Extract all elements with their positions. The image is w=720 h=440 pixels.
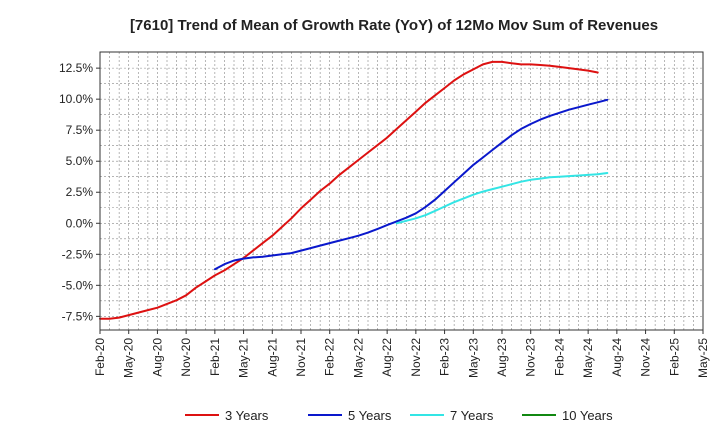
x-tick-label: May-23 bbox=[466, 338, 480, 378]
x-tick-label: May-22 bbox=[351, 338, 365, 378]
y-tick-label: 5.0% bbox=[66, 154, 94, 168]
grid bbox=[99, 52, 704, 330]
series-line-7-years bbox=[395, 172, 609, 225]
x-tick-label: Aug-23 bbox=[495, 338, 509, 377]
y-tick-label: -7.5% bbox=[62, 309, 94, 323]
legend-label-10-years: 10 Years bbox=[562, 408, 613, 423]
x-tick-label: Feb-22 bbox=[323, 338, 337, 376]
series-line-3-years bbox=[99, 60, 599, 320]
plot-background bbox=[100, 52, 703, 330]
x-tick-label: Nov-24 bbox=[639, 338, 653, 377]
x-tick-label: Nov-20 bbox=[179, 338, 193, 377]
x-tick-label: Nov-23 bbox=[524, 338, 538, 377]
y-tick-label: 2.5% bbox=[66, 185, 94, 199]
series-layer bbox=[99, 60, 609, 320]
x-tick-label: Feb-23 bbox=[438, 338, 452, 376]
legend-label-7-years: 7 Years bbox=[450, 408, 494, 423]
x-tick-label: Aug-20 bbox=[150, 338, 164, 377]
x-tick-label: May-21 bbox=[237, 338, 251, 378]
x-tick-label: Feb-21 bbox=[208, 338, 222, 376]
x-tick-label: Aug-22 bbox=[380, 338, 394, 377]
legend: 3 Years 5 Years 7 Years 10 Years bbox=[185, 408, 613, 423]
y-tick-label: -5.0% bbox=[62, 278, 94, 292]
x-tick-label: May-20 bbox=[122, 338, 136, 378]
chart-title: [7610] Trend of Mean of Growth Rate (YoY… bbox=[130, 17, 658, 34]
y-tick-label: 7.5% bbox=[66, 123, 94, 137]
x-tick-label: Aug-21 bbox=[265, 338, 279, 377]
y-axis: 12.5% 10.0% 7.5% 5.0% 2.5% 0.0% -2.5% -5.0% -7.5… bbox=[59, 61, 100, 323]
x-tick-label: Feb-25 bbox=[667, 338, 681, 376]
legend-label-5-years: 5 Years bbox=[348, 408, 392, 423]
y-tick-label: 0.0% bbox=[66, 216, 94, 230]
x-tick-label: Feb-24 bbox=[552, 338, 566, 376]
legend-label-3-years: 3 Years bbox=[225, 408, 269, 423]
x-tick-label: Nov-21 bbox=[294, 338, 308, 377]
y-tick-label: 10.0% bbox=[59, 92, 93, 106]
x-tick-label: Aug-24 bbox=[610, 338, 624, 377]
x-axis: Feb-20 May-20 Aug-20 Nov-20 Feb-21 May-21 Aug-… bbox=[93, 330, 710, 378]
x-tick-label: May-25 bbox=[696, 338, 710, 378]
x-tick-label: Feb-20 bbox=[93, 338, 107, 376]
y-tick-label: -2.5% bbox=[62, 247, 94, 261]
plot-frame bbox=[99, 51, 704, 331]
series-line-5-years bbox=[213, 98, 609, 271]
x-tick-label: Nov-22 bbox=[409, 338, 423, 377]
plot-area bbox=[100, 52, 703, 330]
y-tick-label: 12.5% bbox=[59, 61, 93, 75]
x-tick-label: May-24 bbox=[581, 338, 595, 378]
